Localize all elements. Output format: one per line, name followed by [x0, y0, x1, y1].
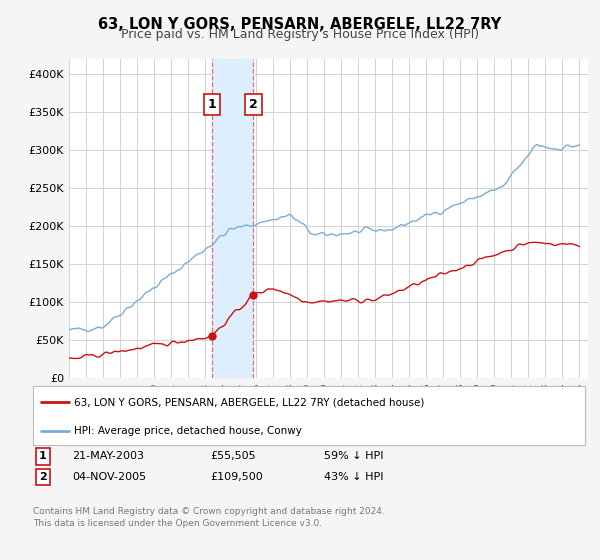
- Text: 2: 2: [39, 472, 47, 482]
- Text: Contains HM Land Registry data © Crown copyright and database right 2024.
This d: Contains HM Land Registry data © Crown c…: [33, 507, 385, 528]
- Text: 1: 1: [208, 98, 216, 111]
- Bar: [212, 59, 253, 378]
- Text: Price paid vs. HM Land Registry's House Price Index (HPI): Price paid vs. HM Land Registry's House …: [121, 28, 479, 41]
- Text: 21-MAY-2003: 21-MAY-2003: [72, 451, 144, 461]
- Text: 63, LON Y GORS, PENSARN, ABERGELE, LL22 7RY (detached house): 63, LON Y GORS, PENSARN, ABERGELE, LL22 …: [74, 397, 425, 407]
- Text: 04-NOV-2005: 04-NOV-2005: [72, 472, 146, 482]
- Text: 1: 1: [39, 451, 47, 461]
- Text: £109,500: £109,500: [210, 472, 263, 482]
- Text: 63, LON Y GORS, PENSARN, ABERGELE, LL22 7RY: 63, LON Y GORS, PENSARN, ABERGELE, LL22 …: [98, 17, 502, 32]
- Text: 59% ↓ HPI: 59% ↓ HPI: [324, 451, 383, 461]
- Text: HPI: Average price, detached house, Conwy: HPI: Average price, detached house, Conw…: [74, 426, 302, 436]
- Text: 43% ↓ HPI: 43% ↓ HPI: [324, 472, 383, 482]
- Text: £55,505: £55,505: [210, 451, 256, 461]
- Text: 2: 2: [249, 98, 258, 111]
